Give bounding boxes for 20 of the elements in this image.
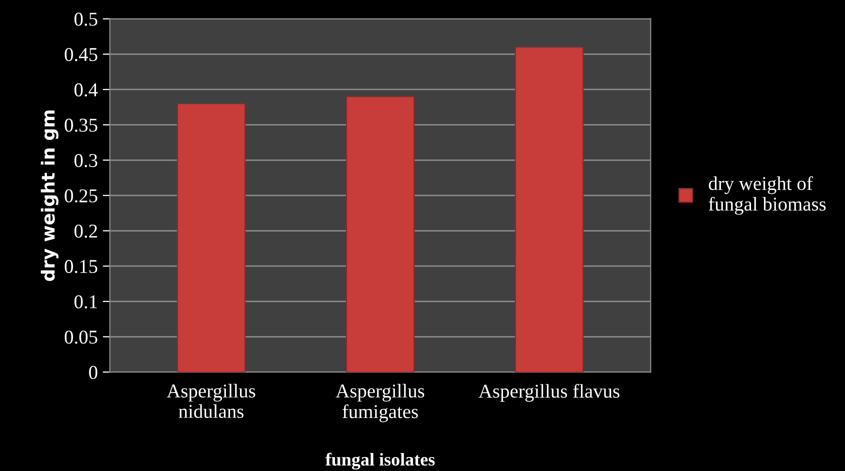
x-tick-label: Aspergillus flavus	[478, 384, 620, 402]
y-tick-label: 0.5	[74, 12, 98, 26]
x-tick-label: Aspergillus fumigates	[336, 384, 424, 422]
y-tick-label: 0.2	[74, 224, 97, 238]
y-axis-title: dry weight in gm	[40, 110, 58, 282]
x-axis-title: fungal isolates	[325, 452, 435, 470]
y-tick-label: 0.15	[64, 260, 98, 274]
y-tick-label: 0.1	[74, 295, 97, 308]
y-tick-label: 0.45	[64, 48, 98, 62]
bar	[176, 103, 246, 372]
legend-label: dry weight of fungal biomass	[708, 176, 826, 215]
y-tick-label: 0.05	[64, 330, 98, 344]
y-tick-label: 0	[89, 366, 98, 380]
bar	[346, 96, 415, 372]
y-tick-label: 0.4	[74, 83, 98, 97]
y-tick-label: 0.25	[64, 189, 98, 202]
y-tick-label: 0.35	[64, 118, 98, 132]
y-tick-label: 0.3	[74, 154, 98, 168]
bar	[514, 46, 584, 372]
x-tick-label: Aspergillus nidulans	[166, 384, 256, 418]
